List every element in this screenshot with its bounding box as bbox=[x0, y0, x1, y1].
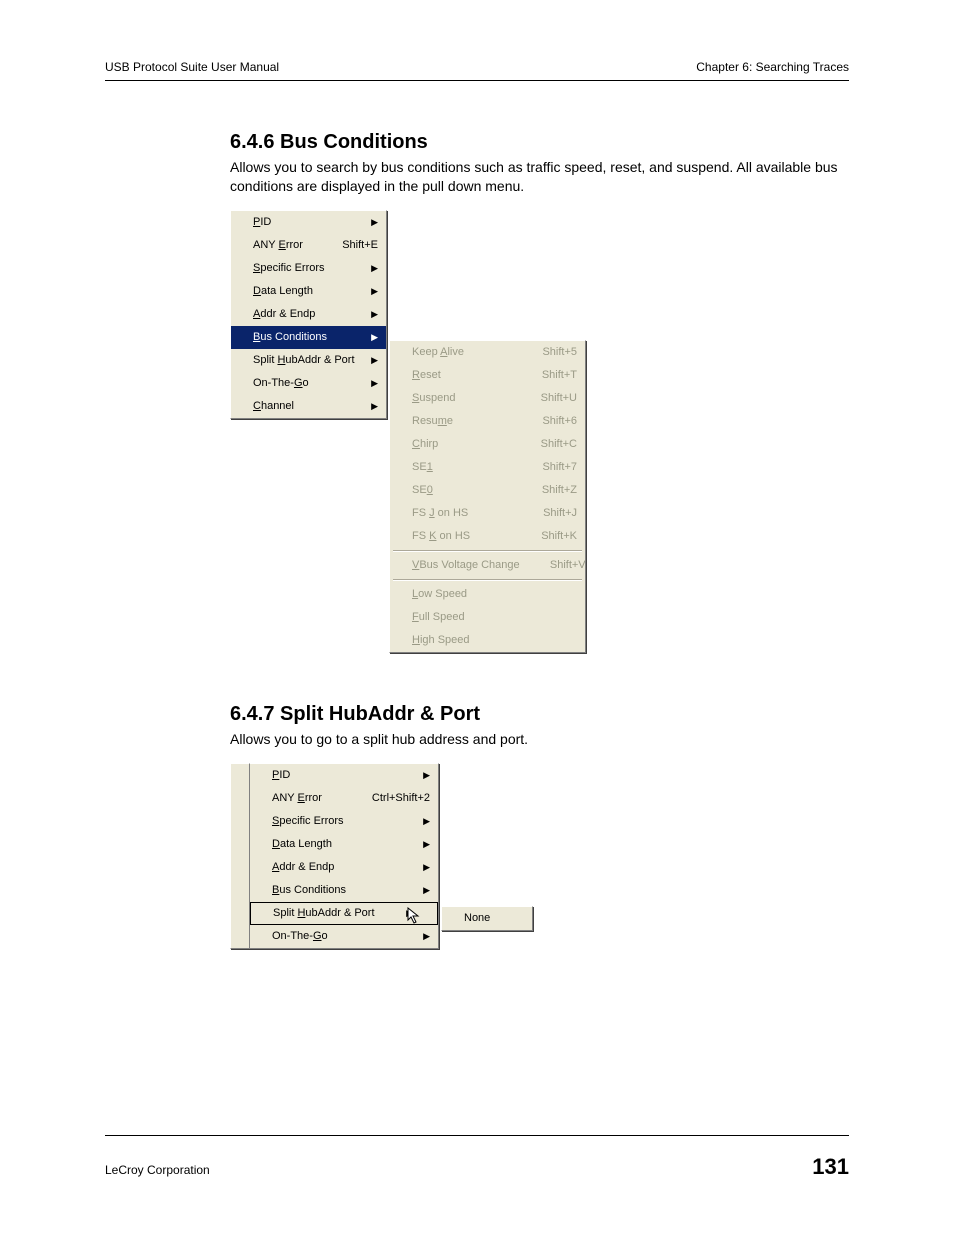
menu-item[interactable]: Addr & Endp▶ bbox=[231, 303, 386, 326]
submenu-arrow-icon: ▶ bbox=[371, 355, 378, 366]
submenu-arrow-icon: ▶ bbox=[423, 885, 430, 896]
page-header: USB Protocol Suite User Manual Chapter 6… bbox=[105, 60, 849, 74]
menu-gutter bbox=[230, 763, 250, 949]
menu-item[interactable]: ANY ErrorCtrl+Shift+2 bbox=[250, 787, 438, 810]
menu-separator bbox=[393, 550, 582, 552]
submenu-arrow-icon: ▶ bbox=[371, 217, 378, 228]
submenu-arrow-icon: ▶ bbox=[371, 263, 378, 274]
menu-item[interactable]: SE0Shift+Z bbox=[390, 479, 585, 502]
section-body-split-hub: Allows you to go to a split hub address … bbox=[230, 730, 849, 749]
header-right: Chapter 6: Searching Traces bbox=[696, 60, 849, 74]
footer-page-number: 131 bbox=[812, 1154, 849, 1180]
menu-item[interactable]: ChirpShift+C bbox=[390, 433, 585, 456]
section-heading-bus-conditions: 6.4.6 Bus Conditions bbox=[230, 131, 849, 154]
menu-item[interactable]: SuspendShift+U bbox=[390, 387, 585, 410]
header-rule bbox=[105, 80, 849, 81]
menu-item[interactable]: Split HubAddr & Port▶ bbox=[250, 902, 438, 925]
menu-item[interactable]: Full Speed bbox=[390, 606, 585, 629]
menu-item[interactable]: Bus Conditions▶ bbox=[231, 326, 386, 349]
header-left: USB Protocol Suite User Manual bbox=[105, 60, 279, 74]
submenu-arrow-icon: ▶ bbox=[423, 816, 430, 827]
submenu-arrow-icon: ▶ bbox=[371, 378, 378, 389]
menu-item[interactable]: Data Length▶ bbox=[250, 833, 438, 856]
page-footer: LeCroy Corporation 131 bbox=[105, 1154, 849, 1180]
menu-item[interactable]: Channel▶ bbox=[231, 395, 386, 418]
menu-item[interactable]: Specific Errors▶ bbox=[231, 257, 386, 280]
menu-item[interactable]: Keep AliveShift+5 bbox=[390, 341, 585, 364]
menu-item[interactable]: Specific Errors▶ bbox=[250, 810, 438, 833]
submenu-arrow-icon: ▶ bbox=[371, 401, 378, 412]
section-body-bus-conditions: Allows you to search by bus conditions s… bbox=[230, 158, 849, 196]
menu-item[interactable]: Low Speed bbox=[390, 583, 585, 606]
menu-item[interactable]: VBus Voltage ChangeShift+V bbox=[390, 554, 585, 577]
submenu-arrow-icon: ▶ bbox=[423, 862, 430, 873]
cursor-icon bbox=[413, 903, 429, 924]
submenu-bus-conditions[interactable]: Keep AliveShift+5ResetShift+TSuspendShif… bbox=[389, 340, 586, 653]
menu-item[interactable]: Data Length▶ bbox=[231, 280, 386, 303]
footer-rule bbox=[105, 1135, 849, 1136]
menu-item[interactable]: ANY ErrorShift+E bbox=[231, 234, 386, 257]
menu-item[interactable]: FS K on HSShift+K bbox=[390, 525, 585, 548]
menu-item[interactable]: FS J on HSShift+J bbox=[390, 502, 585, 525]
menu-separator bbox=[393, 579, 582, 581]
menu-item[interactable]: On-The-Go▶ bbox=[231, 372, 386, 395]
submenu-arrow-icon: ▶ bbox=[423, 839, 430, 850]
context-menu-search-2[interactable]: PID▶ANY ErrorCtrl+Shift+2Specific Errors… bbox=[250, 763, 439, 949]
submenu-arrow-icon: ▶ bbox=[423, 770, 430, 781]
submenu-split-hub[interactable]: None bbox=[441, 906, 533, 931]
menu-item[interactable]: PID▶ bbox=[250, 764, 438, 787]
menu-item[interactable]: Split HubAddr & Port▶ bbox=[231, 349, 386, 372]
menu-item[interactable]: PID▶ bbox=[231, 211, 386, 234]
menu-item[interactable]: Addr & Endp▶ bbox=[250, 856, 438, 879]
menu-item[interactable]: High Speed bbox=[390, 629, 585, 652]
menu-item-none[interactable]: None bbox=[442, 907, 532, 930]
submenu-arrow-icon: ▶ bbox=[423, 931, 430, 942]
menu-item[interactable]: Bus Conditions▶ bbox=[250, 879, 438, 902]
submenu-arrow-icon: ▶ bbox=[371, 286, 378, 297]
submenu-arrow-icon: ▶ bbox=[371, 332, 378, 343]
footer-company: LeCroy Corporation bbox=[105, 1163, 210, 1177]
menu-item[interactable]: ResumeShift+6 bbox=[390, 410, 585, 433]
menu-item[interactable]: SE1Shift+7 bbox=[390, 456, 585, 479]
section-heading-split-hub: 6.4.7 Split HubAddr & Port bbox=[230, 703, 849, 726]
menu-item[interactable]: On-The-Go▶ bbox=[250, 925, 438, 948]
submenu-arrow-icon: ▶ bbox=[371, 309, 378, 320]
menu-item[interactable]: ResetShift+T bbox=[390, 364, 585, 387]
context-menu-search[interactable]: PID▶ANY ErrorShift+ESpecific Errors▶Data… bbox=[230, 210, 387, 419]
